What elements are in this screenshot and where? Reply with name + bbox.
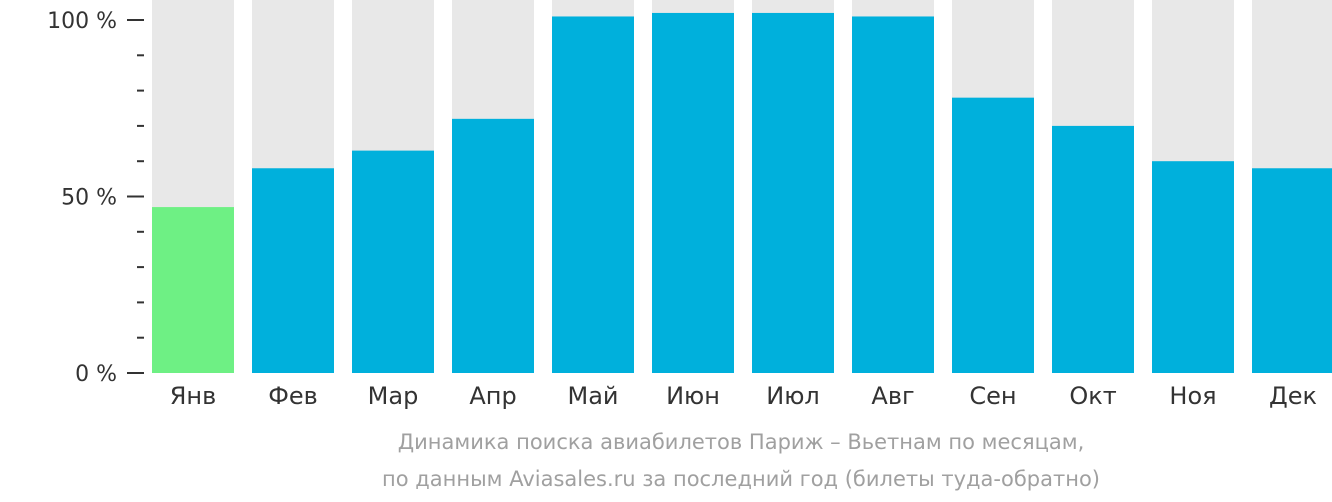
x-tick-label: Фев bbox=[268, 382, 318, 410]
x-axis-labels: Янв Фев Мар Апр Май Июн Июл Авг Сен Окт Ноя Дек bbox=[170, 382, 1317, 410]
bar-7 bbox=[752, 12, 834, 373]
y-axis: 100 % 50 % 0 % bbox=[47, 9, 144, 387]
x-tick-label: Янв bbox=[170, 382, 217, 410]
bar-10 bbox=[1052, 125, 1134, 374]
bar-6 bbox=[652, 12, 734, 373]
bar-11 bbox=[1152, 161, 1234, 373]
chart-caption-line-2: по данным Aviasales.ru за последний год … bbox=[382, 467, 1100, 491]
x-tick-label: Окт bbox=[1069, 382, 1116, 410]
x-tick-label: Дек bbox=[1269, 382, 1317, 410]
y-tick-label: 50 % bbox=[61, 186, 117, 211]
x-tick-label: Май bbox=[567, 382, 618, 410]
x-tick-label: Сен bbox=[969, 382, 1016, 410]
x-tick-label: Апр bbox=[469, 382, 516, 410]
bar-8 bbox=[852, 16, 934, 373]
bar-12 bbox=[1252, 168, 1332, 373]
x-tick-label: Ноя bbox=[1169, 382, 1216, 410]
y-tick-label: 100 % bbox=[47, 9, 117, 34]
bar-9 bbox=[952, 97, 1034, 373]
bar-5 bbox=[552, 16, 634, 373]
chart-caption-line-1: Динамика поиска авиабилетов Париж – Вьет… bbox=[397, 430, 1085, 454]
bar-2 bbox=[252, 168, 334, 373]
x-tick-label: Авг bbox=[871, 382, 914, 410]
bar-3 bbox=[352, 150, 434, 373]
bar-1 bbox=[152, 207, 234, 373]
bar-4 bbox=[452, 118, 534, 373]
x-tick-label: Мар bbox=[368, 382, 419, 410]
x-tick-label: Июл bbox=[766, 382, 820, 410]
x-tick-label: Июн bbox=[666, 382, 720, 410]
bars bbox=[152, 12, 1332, 374]
y-tick-label: 0 % bbox=[75, 362, 117, 387]
